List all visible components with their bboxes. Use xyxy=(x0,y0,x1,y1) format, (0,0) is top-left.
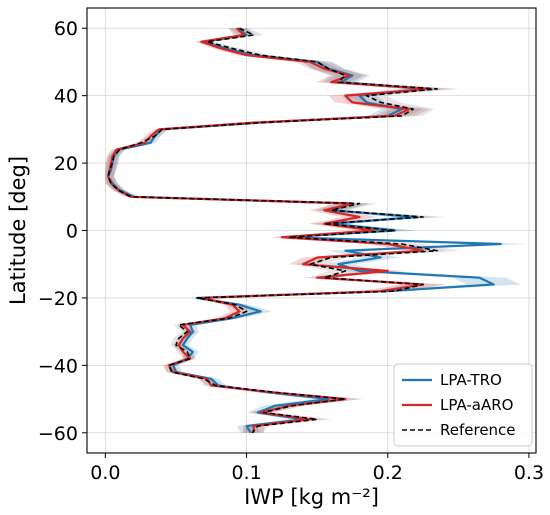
legend-box xyxy=(393,363,533,447)
y-tick-label: −40 xyxy=(38,355,78,377)
y-tick-label: 60 xyxy=(54,18,78,40)
y-tick-label: 0 xyxy=(66,221,78,243)
x-tick-label: 0.1 xyxy=(231,462,261,484)
series-line xyxy=(107,27,502,434)
series-lines xyxy=(107,27,502,434)
legend-label: LPA-TRO xyxy=(440,371,502,389)
y-axis-label: Latitude [deg] xyxy=(6,156,30,305)
series-line xyxy=(107,27,432,433)
legend-label: LPA-aARO xyxy=(440,396,513,414)
x-tick-label: 0.3 xyxy=(514,462,544,484)
legend-label: Reference xyxy=(440,421,516,439)
x-axis-ticks: 0.0 0.1 0.2 0.3 xyxy=(90,453,544,484)
x-axis-label: IWP [kg m⁻²] xyxy=(244,485,379,509)
y-tick-label: 40 xyxy=(54,86,78,108)
x-tick-label: 0.2 xyxy=(373,462,403,484)
y-tick-label: 20 xyxy=(54,153,78,175)
y-axis-ticks: 60 40 20 0 −20 −40 −60 xyxy=(38,18,87,445)
y-tick-label: −20 xyxy=(38,288,78,310)
legend: LPA-TRO LPA-aARO Reference xyxy=(393,363,533,447)
x-tick-label: 0.0 xyxy=(90,462,120,484)
y-tick-label: −60 xyxy=(38,423,78,445)
series-line xyxy=(107,27,438,434)
